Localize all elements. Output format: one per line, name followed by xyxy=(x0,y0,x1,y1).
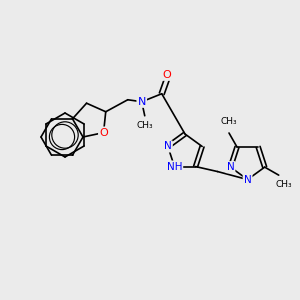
Text: CH₃: CH₃ xyxy=(136,121,153,130)
Text: O: O xyxy=(162,70,171,80)
Text: N: N xyxy=(137,97,146,107)
Text: NH: NH xyxy=(167,162,182,172)
Text: CH₃: CH₃ xyxy=(275,180,292,189)
Text: O: O xyxy=(99,128,108,138)
Text: N: N xyxy=(244,175,251,184)
Text: CH₃: CH₃ xyxy=(221,117,237,126)
Text: N: N xyxy=(164,141,172,152)
Text: N: N xyxy=(226,162,234,172)
